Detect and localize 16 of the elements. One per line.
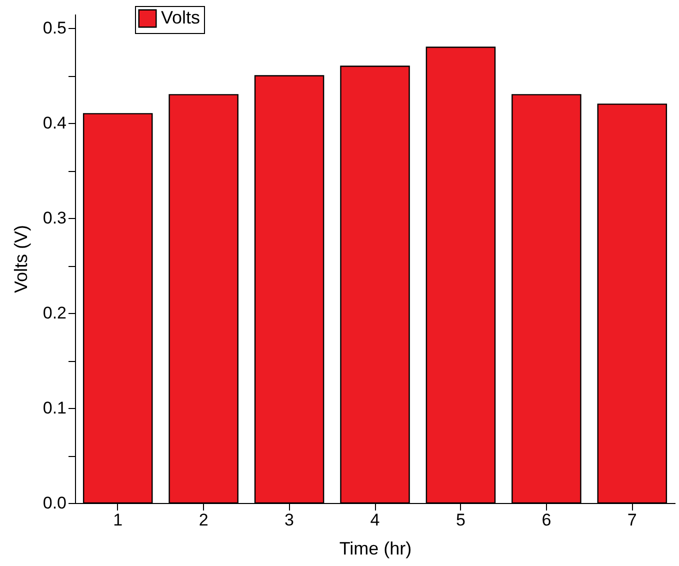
x-tick-label: 1: [113, 510, 123, 530]
x-axis-title: Time (hr): [339, 538, 412, 558]
y-tick-label: 0.4: [42, 114, 66, 133]
legend-label: Volts: [161, 8, 200, 28]
y-axis-title: Volts (V): [10, 224, 31, 294]
x-tick-label: 5: [456, 510, 466, 530]
x-tick-label: 2: [198, 510, 208, 530]
x-tick-label: 4: [370, 510, 380, 530]
y-tick-label: 0.5: [42, 18, 66, 38]
x-tick-label: 3: [284, 510, 294, 530]
x-tick-label: 7: [627, 510, 637, 530]
y-tick-label: 0.1: [42, 398, 66, 418]
x-tick-label: 6: [542, 510, 552, 530]
y-tick-label: 0.2: [42, 304, 66, 323]
text: 0.0: [42, 494, 66, 512]
y-tick-label: 0.3: [42, 208, 66, 228]
